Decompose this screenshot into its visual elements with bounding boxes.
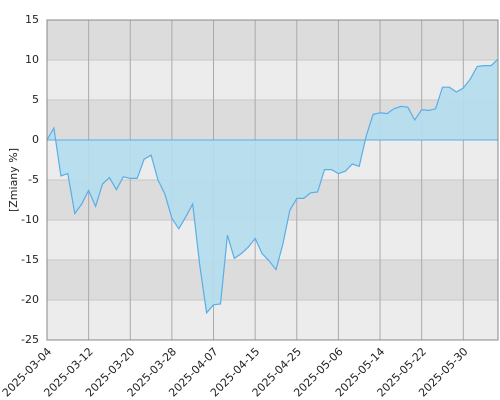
y-tick-label: 5 xyxy=(32,93,39,106)
plot-border xyxy=(46,19,499,341)
plot-band xyxy=(47,60,498,100)
area-fill xyxy=(47,59,498,313)
y-tick-label: -20 xyxy=(21,293,39,306)
y-tick-label: -10 xyxy=(21,213,39,226)
plot-band xyxy=(47,20,498,60)
y-tick-label: -25 xyxy=(21,333,39,346)
y-tick-label: -15 xyxy=(21,253,39,266)
plot-band xyxy=(47,300,498,340)
line xyxy=(46,58,499,315)
y-tick-label: 10 xyxy=(25,53,39,66)
plot-band xyxy=(47,260,498,300)
y-tick-label: -5 xyxy=(28,173,39,186)
y-axis-label: [Zmiany %] xyxy=(7,148,20,212)
y-tick-label: 0 xyxy=(32,133,39,146)
y-tick-label: 15 xyxy=(25,13,39,26)
